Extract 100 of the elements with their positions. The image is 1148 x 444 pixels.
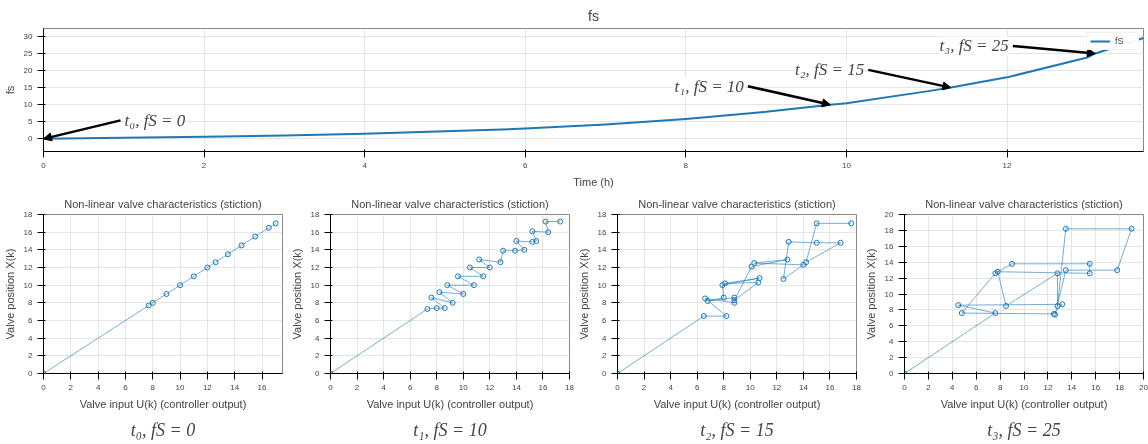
y-tick-label: 6 bbox=[889, 321, 895, 331]
point bbox=[521, 246, 528, 253]
point bbox=[813, 220, 820, 227]
point bbox=[702, 295, 709, 302]
y-tick-label: 5 bbox=[28, 117, 34, 127]
y-tick-label: 18 bbox=[23, 210, 34, 219]
x-tick-label: 16 bbox=[1091, 382, 1101, 392]
x-tick-label: 10 bbox=[841, 160, 852, 170]
x-tick-label: 20 bbox=[1139, 382, 1148, 392]
x-axis-title: Valve input U(k) (controller output) bbox=[79, 397, 247, 410]
point bbox=[433, 305, 440, 312]
point bbox=[480, 273, 487, 280]
y-tick-label: 14 bbox=[884, 257, 895, 267]
point bbox=[1059, 301, 1066, 308]
y-tick-label: 16 bbox=[310, 227, 321, 237]
y-tick-label: 4 bbox=[889, 337, 895, 347]
point bbox=[460, 291, 467, 297]
annotation: t₃, fS = 25 bbox=[939, 36, 1009, 56]
y-tick-label: 0 bbox=[28, 134, 34, 144]
y-axis-title: Valve position X(k) bbox=[577, 248, 590, 340]
point bbox=[1086, 260, 1093, 267]
point bbox=[755, 279, 762, 286]
y-tick-label: 10 bbox=[23, 100, 34, 110]
x-tick-label: 0 bbox=[328, 382, 334, 392]
x-axis-title: Valve input U(k) (controller output) bbox=[653, 397, 821, 410]
point bbox=[1009, 260, 1016, 267]
point bbox=[1114, 267, 1121, 274]
y-tick-label: 14 bbox=[597, 245, 608, 255]
point bbox=[265, 224, 272, 231]
x-tick-label: 2 bbox=[68, 382, 74, 392]
chart-title: Non-linear valve characteristics (stiction) bbox=[638, 197, 836, 210]
x-axis-title: Valve input U(k) (controller output) bbox=[940, 397, 1108, 410]
x-tick-label: 16 bbox=[257, 382, 268, 392]
x-tick-label: 2 bbox=[926, 382, 932, 392]
text: t₂, fS = 15 bbox=[700, 419, 774, 440]
x-tick-label: 14 bbox=[798, 382, 809, 392]
point bbox=[1062, 267, 1069, 274]
x-tick-label: 12 bbox=[202, 382, 213, 392]
point bbox=[177, 282, 184, 289]
legend-label: fS bbox=[1115, 36, 1125, 46]
point bbox=[955, 302, 962, 309]
x-tick-label: 4 bbox=[381, 382, 387, 392]
point bbox=[533, 238, 540, 244]
y-tick-label: 10 bbox=[884, 289, 895, 299]
y-axis-title: Valve position X(k) bbox=[3, 248, 16, 340]
point bbox=[424, 306, 431, 313]
text: t₁, fS = 10 bbox=[413, 419, 487, 440]
y-tick-label: 12 bbox=[23, 263, 34, 272]
y-axis-title: Valve position X(k) bbox=[864, 248, 877, 340]
y-tick-label: 2 bbox=[602, 351, 608, 361]
point bbox=[1054, 302, 1061, 309]
x-tick-label: 0 bbox=[41, 382, 47, 392]
point bbox=[958, 310, 965, 317]
point bbox=[204, 264, 211, 271]
annotation: t₀, fS = 0 bbox=[124, 110, 186, 130]
x-tick-label: 12 bbox=[485, 382, 495, 392]
x-tick-label: 4 bbox=[950, 382, 956, 392]
point bbox=[449, 299, 456, 306]
text: t₃, fS = 25 bbox=[987, 419, 1061, 440]
y-tick-label: 4 bbox=[315, 333, 321, 343]
point bbox=[145, 302, 152, 309]
chart-title: Non-linear valve characteristics (stiction) bbox=[351, 197, 549, 210]
point bbox=[813, 239, 820, 246]
y-tick-label: 2 bbox=[889, 353, 895, 363]
x-tick-label: 4 bbox=[95, 382, 101, 392]
y-tick-label: 16 bbox=[884, 241, 895, 251]
point bbox=[719, 282, 726, 289]
x-tick-label: 6 bbox=[694, 382, 700, 392]
x-tick-label: 10 bbox=[745, 382, 756, 392]
point bbox=[441, 305, 448, 312]
x-tick-label: 4 bbox=[668, 382, 674, 392]
annotation: t₁, fS = 10 bbox=[674, 76, 745, 96]
y-tick-label: 18 bbox=[597, 210, 608, 219]
x-tick-label: 10 bbox=[458, 382, 469, 392]
x-tick-label: 14 bbox=[1067, 382, 1077, 392]
x-tick-label: 0 bbox=[902, 382, 908, 392]
point bbox=[428, 294, 435, 301]
y-tick-label: 6 bbox=[315, 316, 321, 325]
point bbox=[700, 313, 707, 320]
point bbox=[149, 299, 156, 306]
x-tick-label: 8 bbox=[683, 160, 689, 170]
y-axis-title: Valve position X(k) bbox=[290, 248, 303, 340]
y-tick-label: 8 bbox=[315, 298, 321, 308]
x-tick-label: 8 bbox=[434, 382, 440, 392]
y-tick-label: 18 bbox=[310, 210, 321, 219]
y-tick-label: 6 bbox=[28, 316, 34, 325]
y-tick-label: 30 bbox=[23, 31, 34, 41]
y-tick-label: 0 bbox=[889, 369, 895, 378]
y-tick-label: 12 bbox=[597, 263, 608, 272]
point bbox=[800, 261, 807, 268]
x-tick-label: 18 bbox=[1115, 382, 1125, 392]
y-tick-label: 8 bbox=[602, 298, 608, 308]
point bbox=[190, 273, 197, 280]
point bbox=[992, 310, 999, 317]
point bbox=[1062, 225, 1069, 232]
x-axis-title: Time (h) bbox=[573, 175, 614, 188]
x-tick-label: 8 bbox=[150, 382, 156, 392]
point bbox=[513, 238, 520, 244]
x-tick-label: 12 bbox=[772, 382, 782, 392]
chart-title: Non-linear valve characteristics (stiction) bbox=[925, 197, 1123, 210]
